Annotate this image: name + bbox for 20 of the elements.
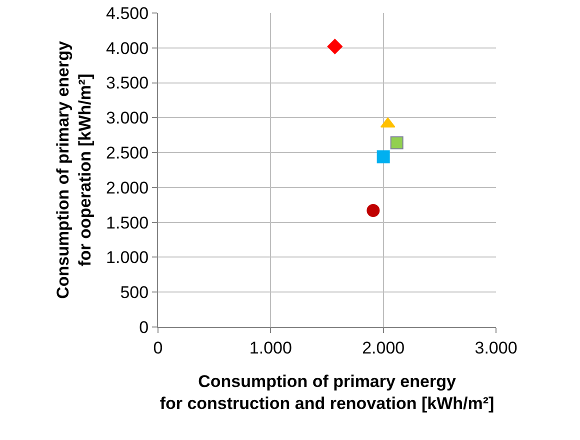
y-tick-label: 500 — [120, 283, 149, 302]
y-axis-title: Consumption of primary energy for ooperation [kWh/m²] — [54, 40, 95, 299]
y-tick-label: 4.000 — [106, 38, 149, 58]
y-tick-label: 1.500 — [106, 213, 149, 232]
point — [327, 38, 343, 54]
y-tick-label: 3.500 — [106, 74, 149, 93]
y-tick-label: 2.000 — [106, 178, 149, 198]
x-tick-label: 1.000 — [249, 338, 292, 358]
y-tick-label: 0 — [139, 318, 149, 337]
x-tick-label: 2.000 — [362, 338, 405, 358]
y-tick-label: 3.000 — [106, 108, 149, 128]
point — [366, 204, 380, 217]
x-tick-label: 3.000 — [474, 338, 518, 358]
x-tick-label: 0 — [153, 338, 163, 358]
y-tick-label: 1.000 — [106, 248, 149, 268]
x-axis-title: Consumption of primary energy for construction and renovation [kWh/m²] — [160, 372, 494, 413]
point — [390, 136, 404, 150]
y-tick-label: 4.500 — [106, 4, 149, 23]
point — [376, 150, 390, 164]
y-tick-label: 2.500 — [106, 144, 149, 163]
